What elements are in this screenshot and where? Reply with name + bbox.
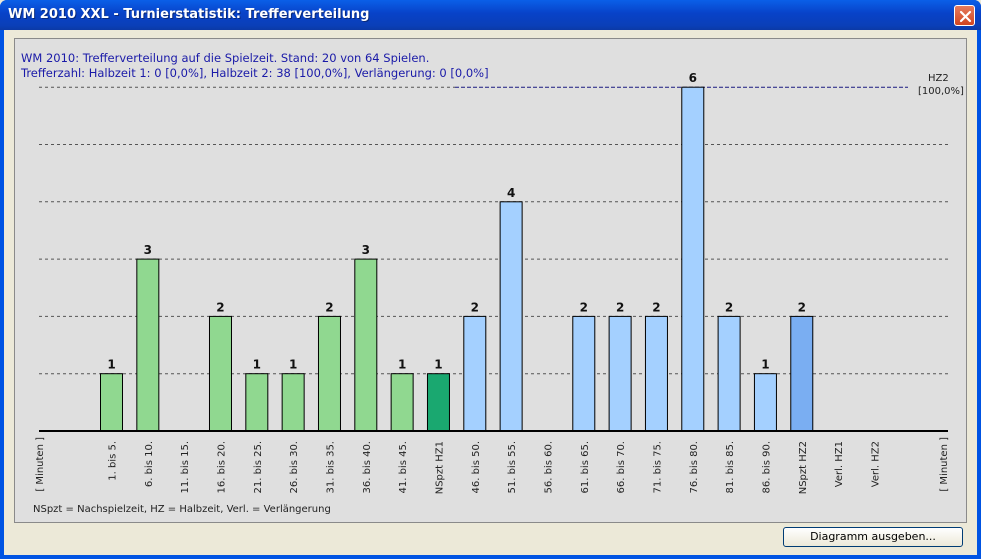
- bar-value-label: 2: [652, 300, 660, 314]
- bar-value-label: 3: [144, 243, 152, 257]
- close-button[interactable]: [954, 5, 975, 26]
- category-tick-label: 41. bis 45.: [398, 441, 409, 494]
- bar-value-label: 4: [507, 186, 515, 200]
- bar-value-label: 1: [434, 358, 442, 372]
- bar-value-label: 3: [362, 243, 370, 257]
- bar: [426, 373, 450, 432]
- category-tick-label: 26. bis 30.: [289, 441, 300, 494]
- category-tick-label: Verl. HZ1: [834, 441, 845, 487]
- bar: [608, 315, 632, 432]
- bar: [100, 373, 123, 432]
- chart-panel: WM 2010: Trefferverteilung auf die Spiel…: [14, 38, 967, 523]
- info-line-2: Trefferzahl: Halbzeit 1: 0 [0,0%], Halbz…: [21, 66, 489, 80]
- category-tick-label: 61. bis 65.: [580, 441, 591, 494]
- hz-marker-label: HZ2: [928, 73, 949, 84]
- bar: [245, 373, 269, 432]
- category-tick-label: Verl. HZ2: [870, 441, 881, 487]
- bar: [390, 373, 414, 432]
- client-area: WM 2010: Trefferverteilung auf die Spiel…: [4, 30, 977, 555]
- bar-value-label: 2: [216, 300, 224, 314]
- bar-chart: 1 1. bis 5. 3 6. bis 10. 11. bis 15. 2 16. bis…: [35, 71, 950, 494]
- bar: [354, 258, 378, 432]
- category-tick-label: NSpzt HZ1: [434, 441, 445, 494]
- bar: [281, 373, 305, 432]
- bar-value-label: 2: [471, 300, 479, 314]
- hz-marker-percent: [100,0%]: [918, 86, 964, 97]
- legend-note: NSpzt = Nachspielzeit, HZ = Halbzeit, Ve…: [33, 504, 331, 515]
- category-tick-label: 36. bis 40.: [362, 441, 373, 494]
- category-tick-label: 6. bis 10.: [144, 441, 155, 487]
- bar-value-label: 1: [107, 358, 115, 372]
- bar-value-label: 2: [616, 300, 624, 314]
- bar: [208, 315, 232, 432]
- bar: [499, 201, 523, 432]
- bar-value-label: 6: [689, 71, 697, 85]
- axis-unit-label-left: [ Minuten ]: [35, 437, 46, 492]
- category-tick-label: 46. bis 50.: [471, 441, 482, 494]
- category-tick-label: 11. bis 15.: [180, 441, 191, 494]
- category-tick-label: 51. bis 55.: [507, 441, 518, 494]
- category-tick-label: 71. bis 75.: [652, 441, 663, 494]
- bar-value-label: 1: [398, 358, 406, 372]
- bar: [572, 315, 596, 432]
- title-bar[interactable]: WM 2010 XXL - Turnierstatistik: Trefferv…: [0, 0, 981, 30]
- bar: [644, 315, 668, 432]
- bar-value-label: 2: [725, 300, 733, 314]
- category-tick-label: 21. bis 25.: [253, 441, 264, 494]
- info-line-1: WM 2010: Trefferverteilung auf die Spiel…: [21, 51, 430, 65]
- category-tick-label: 66. bis 70.: [616, 441, 627, 494]
- bar: [717, 315, 741, 432]
- category-tick-label: NSpzt HZ2: [798, 441, 809, 494]
- bar: [463, 315, 487, 432]
- category-tick-label: 81. bis 85.: [725, 441, 736, 494]
- category-tick-label: 56. bis 60.: [543, 441, 554, 494]
- bar-value-label: 2: [580, 300, 588, 314]
- bar-value-label: 1: [253, 358, 261, 372]
- bar: [753, 373, 777, 432]
- bar: [317, 315, 341, 432]
- bar-value-label: 2: [325, 300, 333, 314]
- category-tick-label: 86. bis 90.: [761, 441, 772, 494]
- axis-unit-label-right: [ Minuten ]: [939, 437, 950, 492]
- category-tick-label: 1. bis 5.: [108, 441, 119, 481]
- bar-value-label: 1: [761, 358, 769, 372]
- close-icon: [959, 10, 972, 23]
- bar: [790, 315, 814, 432]
- category-tick-label: 31. bis 35.: [325, 441, 336, 494]
- window-title: WM 2010 XXL - Turnierstatistik: Trefferv…: [8, 7, 370, 22]
- category-tick-label: 16. bis 20.: [216, 441, 227, 494]
- category-tick-label: 76. bis 80.: [689, 441, 700, 494]
- bar-value-label: 1: [289, 358, 297, 372]
- export-chart-button[interactable]: Diagramm ausgeben...: [783, 527, 963, 547]
- bar: [136, 258, 160, 432]
- bar: [681, 86, 705, 432]
- bar-value-label: 2: [798, 300, 806, 314]
